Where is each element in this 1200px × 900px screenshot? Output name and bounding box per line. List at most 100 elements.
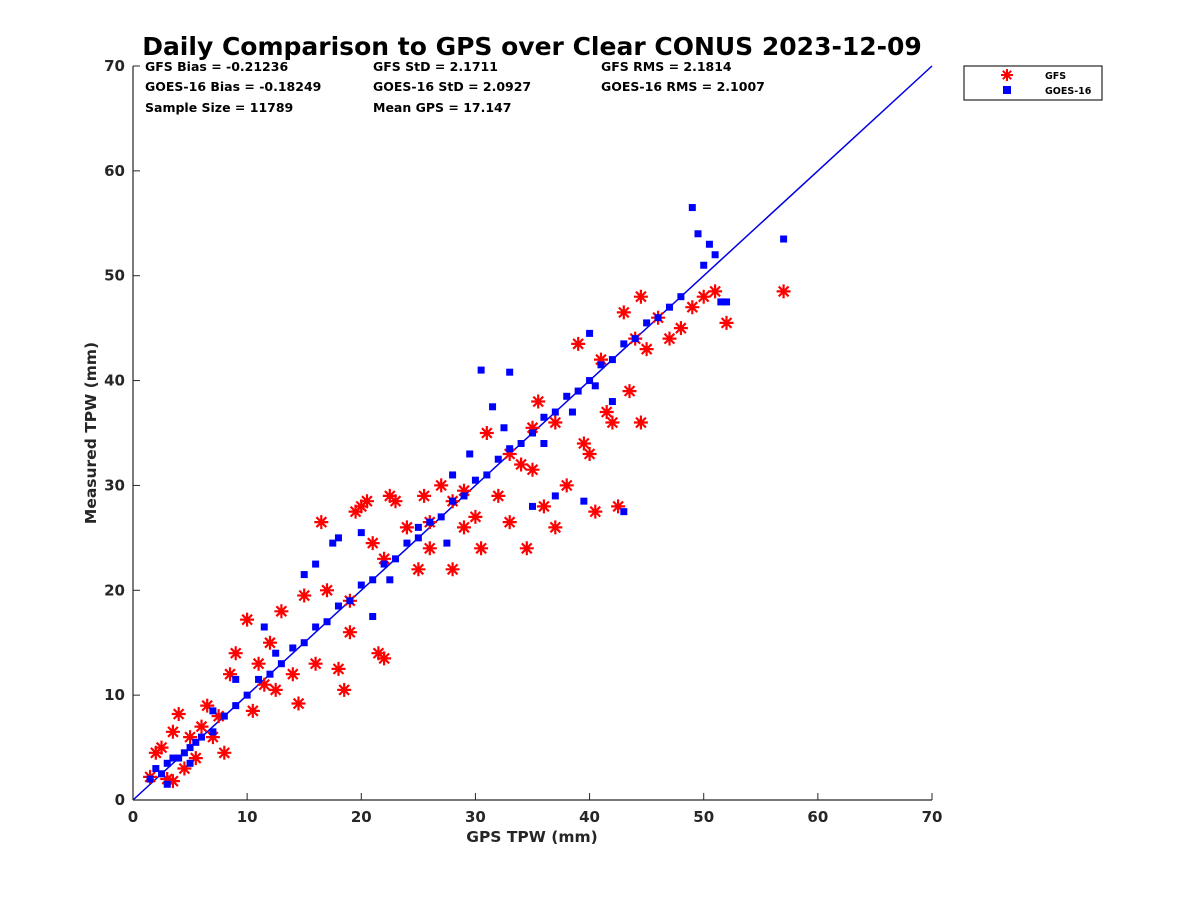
- legend-box: [963, 65, 1103, 101]
- y-tick-label: 40: [104, 372, 125, 390]
- goes16-point: [169, 754, 177, 762]
- axis-ticks: 0 10 20 30 40 50 60 70 0 10 20 30 40 50 60 70: [104, 57, 942, 826]
- gfs-point: [342, 625, 357, 640]
- goes16-point: [357, 581, 365, 589]
- goes16-point: [158, 770, 166, 778]
- gfs-point: [388, 494, 403, 509]
- goes16-point: [414, 534, 422, 542]
- gfs-point: [525, 420, 540, 435]
- legend-goes16-label: GOES-16: [1045, 86, 1092, 97]
- chart-title: Daily Comparison to GPS over Clear CONUS…: [142, 32, 922, 61]
- gfs-point: [605, 415, 620, 430]
- goes16-point: [529, 429, 536, 437]
- stat-annotation: Mean GPS = 17.147: [373, 100, 511, 115]
- gfs-point: [548, 520, 563, 535]
- goes16-point: [506, 445, 514, 453]
- goes16-point: [494, 455, 502, 463]
- gfs-point: [268, 682, 283, 697]
- stat-annotation: GOES-16 RMS = 2.1007: [601, 79, 765, 94]
- goes16-point: [631, 335, 639, 343]
- gfs-point: [633, 289, 648, 304]
- gfs-point: [377, 551, 392, 566]
- gfs-point: [291, 696, 306, 711]
- goes16-point: [586, 377, 594, 385]
- goes16-point: [369, 613, 377, 620]
- goes16-point: [334, 602, 342, 610]
- legend-gfs-marker: [1001, 69, 1013, 81]
- gfs-point: [639, 342, 654, 357]
- x-tick-label: 10: [237, 808, 258, 826]
- gfs-point: [399, 520, 414, 535]
- goes16-point: [163, 759, 171, 767]
- goes16-point: [483, 471, 491, 479]
- y-tick-label: 10: [104, 686, 125, 704]
- gfs-point: [582, 447, 597, 461]
- goes16-point: [197, 733, 205, 741]
- x-tick-label: 70: [922, 808, 943, 826]
- goes16-point: [329, 539, 337, 547]
- goes16-point: [540, 439, 548, 447]
- goes16-point: [700, 261, 708, 269]
- y-tick-label: 20: [104, 581, 125, 599]
- goes16-point: [180, 749, 188, 757]
- gfs-point: [611, 499, 626, 514]
- gfs-point: [599, 405, 614, 419]
- gfs-point: [382, 488, 397, 503]
- goes16-point: [460, 492, 468, 500]
- goes16-point: [568, 408, 576, 416]
- gfs-point: [308, 656, 323, 671]
- gfs-point: [200, 698, 215, 713]
- goes16-point: [705, 240, 713, 248]
- gfs-point: [165, 724, 180, 739]
- gfs-point: [685, 300, 700, 315]
- goes16-point: [437, 513, 445, 521]
- stat-annotation: GFS StD = 2.1711: [373, 59, 498, 74]
- goes16-series: [146, 204, 788, 788]
- goes16-point: [209, 728, 217, 736]
- goes16-point: [688, 204, 696, 212]
- gfs-point: [633, 415, 648, 430]
- goes16-point: [232, 675, 240, 683]
- gfs-point: [154, 740, 169, 755]
- goes16-point: [717, 298, 725, 306]
- goes16-point: [529, 502, 536, 510]
- y-tick-label: 60: [104, 162, 125, 180]
- goes16-point: [414, 523, 422, 531]
- gfs-point: [536, 499, 551, 514]
- gfs-point: [411, 562, 426, 577]
- goes16-point: [591, 382, 599, 390]
- gfs-point: [531, 394, 546, 409]
- goes16-point: [563, 392, 571, 400]
- goes16-point: [506, 368, 514, 376]
- goes16-point: [186, 759, 194, 767]
- goes16-point: [186, 744, 194, 752]
- gfs-point: [177, 761, 192, 776]
- goes16-point: [426, 518, 434, 526]
- gfs-point: [457, 483, 471, 498]
- stat-annotation: GFS Bias = -0.21236: [145, 59, 288, 74]
- gfs-point: [165, 774, 180, 789]
- gfs-point: [468, 509, 483, 524]
- y-axis-label: Measured TPW (mm): [82, 342, 100, 524]
- legend-goes16-marker: [1003, 86, 1011, 94]
- gfs-point: [588, 504, 603, 519]
- gfs-point: [422, 541, 437, 556]
- goes16-point: [471, 476, 479, 484]
- goes16-point: [175, 754, 183, 762]
- gfs-point: [240, 612, 255, 627]
- gfs-point: [331, 661, 346, 676]
- gfs-point: [719, 315, 734, 330]
- gfs-point: [491, 488, 506, 503]
- goes16-point: [163, 780, 171, 788]
- goes16-point: [711, 251, 719, 259]
- goes16-point: [243, 691, 251, 699]
- legend: GFS GOES-16: [963, 65, 1103, 101]
- goes16-point: [220, 712, 228, 720]
- x-tick-label: 40: [579, 808, 600, 826]
- goes16-point: [255, 675, 263, 683]
- goes16-point: [152, 765, 160, 773]
- goes16-point: [620, 340, 628, 348]
- gfs-point: [559, 478, 574, 493]
